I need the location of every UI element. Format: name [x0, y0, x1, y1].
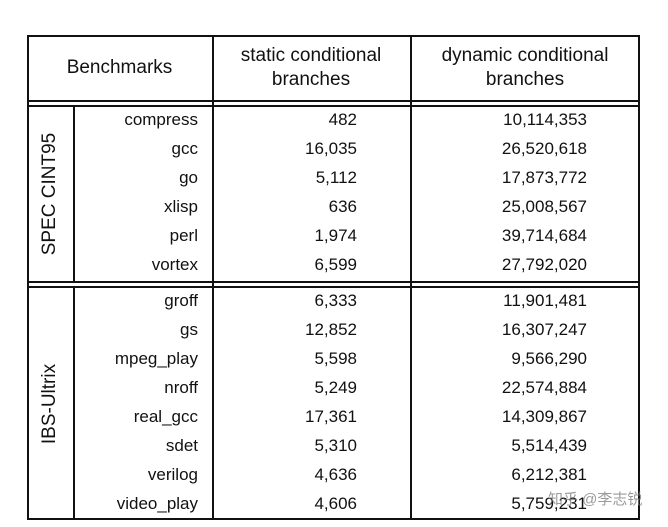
rule	[73, 107, 75, 281]
benchmark-name: video_play	[116, 494, 198, 513]
dynamic-count: 5,514,439	[511, 436, 587, 455]
rule	[27, 281, 640, 283]
dynamic-count: 17,873,772	[501, 168, 587, 187]
benchmark-name: groff	[164, 291, 198, 310]
dynamic-count: 27,792,020	[501, 255, 587, 274]
static-count: 482	[328, 110, 357, 129]
header-cell: Benchmarks	[66, 56, 173, 78]
static-count: 6,333	[314, 291, 357, 310]
dynamic-count: 22,574,884	[501, 378, 587, 397]
rule	[638, 35, 640, 520]
static-count: 17,361	[305, 407, 357, 426]
dynamic-count: 39,714,684	[501, 226, 587, 245]
benchmark-name: verilog	[147, 465, 198, 484]
header-cell: dynamic conditional branches	[441, 44, 609, 90]
rule	[212, 35, 214, 520]
dynamic-count: 10,114,353	[503, 110, 587, 129]
static-count: 4,636	[314, 465, 357, 484]
watermark: 知乎 @李志锐	[548, 491, 643, 508]
benchmark-name: gs	[180, 320, 198, 339]
dynamic-count: 9,566,290	[511, 349, 587, 368]
static-count: 4,606	[314, 494, 357, 513]
dynamic-count: 25,008,567	[501, 197, 587, 216]
static-count: 636	[328, 197, 357, 216]
rule	[27, 35, 29, 520]
benchmark-name: nroff	[164, 378, 198, 397]
dynamic-count: 6,212,381	[511, 465, 587, 484]
benchmark-name: go	[179, 168, 198, 187]
static-count: 5,310	[314, 436, 357, 455]
static-count: 16,035	[305, 139, 357, 158]
rule	[73, 288, 75, 520]
rule	[27, 100, 640, 102]
dynamic-count: 14,309,867	[501, 407, 587, 426]
static-count: 5,112	[315, 168, 357, 187]
benchmark-name: sdet	[165, 436, 198, 455]
benchmark-name: compress	[124, 110, 198, 129]
dynamic-count: 26,520,618	[501, 139, 587, 158]
benchmark-name: real_gcc	[133, 407, 198, 426]
rule	[27, 105, 640, 107]
rule	[27, 518, 640, 520]
rule	[27, 286, 640, 288]
static-count: 1,974	[314, 226, 357, 245]
benchmark-name: mpeg_play	[114, 349, 198, 368]
rule	[410, 35, 412, 520]
header-cell: static conditional branches	[240, 44, 382, 90]
dynamic-count: 16,307,247	[501, 320, 587, 339]
static-count: 5,249	[314, 378, 357, 397]
static-count: 12,852	[305, 320, 357, 339]
benchmark-name: vortex	[151, 255, 198, 274]
static-count: 5,598	[314, 349, 357, 368]
static-count: 6,599	[314, 255, 357, 274]
benchmark-name: gcc	[171, 139, 198, 158]
rule	[27, 35, 640, 37]
benchmark-name: perl	[169, 226, 198, 245]
group-label: IBS-Ultrix	[39, 363, 60, 445]
dynamic-count: 5,759,231	[511, 494, 587, 513]
dynamic-count: 11,901,481	[503, 291, 587, 310]
benchmark-name: xlisp	[163, 197, 198, 216]
group-label: SPEC CINT95	[39, 132, 60, 256]
